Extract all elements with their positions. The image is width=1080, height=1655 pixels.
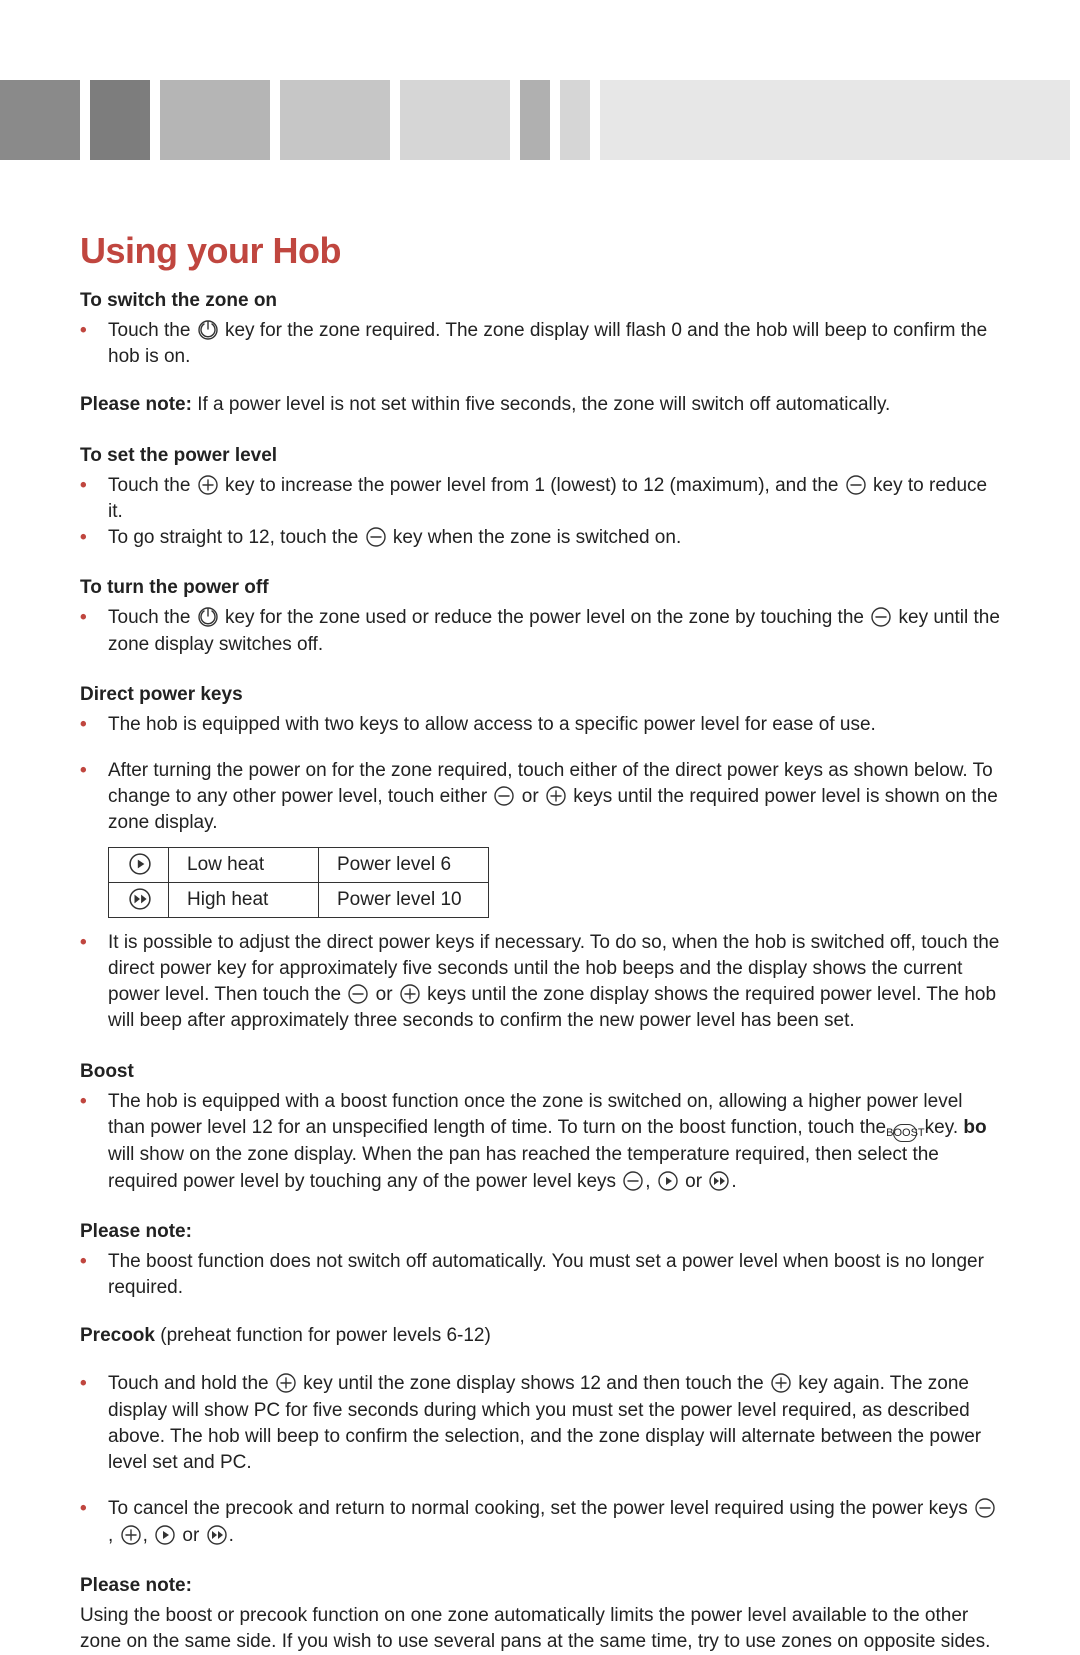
- list-item: •The hob is equipped with two keys to al…: [80, 712, 1000, 738]
- list-item-text: The hob is equipped with two keys to all…: [108, 712, 1000, 738]
- band-bar: [90, 80, 150, 160]
- bullet-icon: •: [80, 758, 108, 784]
- bullet-icon: •: [80, 1089, 108, 1115]
- bullet-icon: •: [80, 525, 108, 551]
- band-bar: [400, 80, 510, 160]
- play-icon: [155, 1525, 175, 1545]
- table-cell-label: High heat: [169, 882, 319, 917]
- section-heading: Please note:: [80, 1221, 1000, 1243]
- band-bar: [560, 80, 590, 160]
- list-item: •Touch and hold the key until the zone d…: [80, 1371, 1000, 1476]
- list-item-text: Touch and hold the key until the zone di…: [108, 1371, 1000, 1476]
- section-heading: Boost: [80, 1061, 1000, 1083]
- minus-icon: [494, 786, 514, 806]
- power-level-table: Low heatPower level 6High heatPower leve…: [108, 847, 489, 918]
- plus-icon: [400, 984, 420, 1004]
- bullet-list: •The boost function does not switch off …: [80, 1249, 1000, 1301]
- minus-icon: [975, 1498, 995, 1518]
- bullet-icon: •: [80, 1496, 108, 1522]
- band-bar: [520, 80, 550, 160]
- bullet-list: •The hob is equipped with two keys to al…: [80, 712, 1000, 837]
- band-bar: [160, 80, 270, 160]
- fast-forward-icon: [207, 1525, 227, 1545]
- paragraph: Using the boost or precook function on o…: [80, 1603, 1000, 1655]
- bullet-list: •Touch and hold the key until the zone d…: [80, 1371, 1000, 1548]
- list-item: •It is possible to adjust the direct pow…: [80, 930, 1000, 1035]
- plus-icon: [771, 1373, 791, 1393]
- boost-icon: BOOST: [893, 1124, 917, 1142]
- bullet-icon: •: [80, 1249, 108, 1275]
- list-item-text: Touch the key for the zone required. The…: [108, 318, 1000, 370]
- section-heading: Direct power keys: [80, 684, 1000, 706]
- section-heading: To turn the power off: [80, 577, 1000, 599]
- list-item-text: To cancel the precook and return to norm…: [108, 1496, 1000, 1548]
- fast-forward-icon: [129, 888, 149, 908]
- plus-icon: [198, 475, 218, 495]
- bullet-list: •It is possible to adjust the direct pow…: [80, 930, 1000, 1035]
- fast-forward-icon: [709, 1171, 729, 1191]
- bullet-icon: •: [80, 712, 108, 738]
- bullet-list: •Touch the key for the zone used or redu…: [80, 605, 1000, 657]
- page-title: Using your Hob: [80, 230, 1000, 272]
- play-icon: [658, 1171, 678, 1191]
- plus-icon: [276, 1373, 296, 1393]
- list-item: •Touch the key for the zone required. Th…: [80, 318, 1000, 370]
- paragraph: Please note: If a power level is not set…: [80, 392, 1000, 418]
- list-item: •The boost function does not switch off …: [80, 1249, 1000, 1301]
- bullet-icon: •: [80, 318, 108, 344]
- section-heading: Please note:: [80, 1575, 1000, 1597]
- list-item-text: After turning the power on for the zone …: [108, 758, 1000, 837]
- bullet-icon: •: [80, 1371, 108, 1397]
- list-item-text: The boost function does not switch off a…: [108, 1249, 1000, 1301]
- list-item: •To go straight to 12, touch the key whe…: [80, 525, 1000, 551]
- table-cell-value: Power level 6: [319, 847, 489, 882]
- table-row: High heatPower level 10: [109, 882, 489, 917]
- list-item-text: Touch the key to increase the power leve…: [108, 473, 1000, 525]
- table-cell-value: Power level 10: [319, 882, 489, 917]
- list-item: •To cancel the precook and return to nor…: [80, 1496, 1000, 1548]
- bullet-list: •Touch the key to increase the power lev…: [80, 473, 1000, 552]
- list-item-text: The hob is equipped with a boost functio…: [108, 1089, 1000, 1195]
- minus-icon: [846, 475, 866, 495]
- play-icon: [129, 853, 149, 873]
- table-cell-icon: [109, 882, 169, 917]
- band-bar: [280, 80, 390, 160]
- paragraph: Precook (preheat function for power leve…: [80, 1323, 1000, 1349]
- list-item: •The hob is equipped with a boost functi…: [80, 1089, 1000, 1195]
- bullet-list: •The hob is equipped with a boost functi…: [80, 1089, 1000, 1195]
- power-icon: [198, 607, 218, 627]
- minus-icon: [348, 984, 368, 1004]
- list-item: •Touch the key for the zone used or redu…: [80, 605, 1000, 657]
- bullet-list: •Touch the key for the zone required. Th…: [80, 318, 1000, 370]
- table-cell-icon: [109, 847, 169, 882]
- section-heading: To set the power level: [80, 445, 1000, 467]
- list-item-text: It is possible to adjust the direct powe…: [108, 930, 1000, 1035]
- list-item-text: Touch the key for the zone used or reduc…: [108, 605, 1000, 657]
- list-item-text: To go straight to 12, touch the key when…: [108, 525, 1000, 551]
- minus-icon: [366, 527, 386, 547]
- minus-icon: [871, 607, 891, 627]
- decorative-band: [0, 80, 1080, 160]
- band-bar: [0, 80, 80, 160]
- plus-icon: [121, 1525, 141, 1545]
- plus-icon: [546, 786, 566, 806]
- bullet-icon: •: [80, 473, 108, 499]
- list-item: •After turning the power on for the zone…: [80, 758, 1000, 837]
- bullet-icon: •: [80, 605, 108, 631]
- table-row: Low heatPower level 6: [109, 847, 489, 882]
- bullet-icon: •: [80, 930, 108, 956]
- table-cell-label: Low heat: [169, 847, 319, 882]
- list-item: •Touch the key to increase the power lev…: [80, 473, 1000, 525]
- section-heading: To switch the zone on: [80, 290, 1000, 312]
- minus-icon: [623, 1171, 643, 1191]
- band-bar: [600, 80, 1070, 160]
- power-icon: [198, 320, 218, 340]
